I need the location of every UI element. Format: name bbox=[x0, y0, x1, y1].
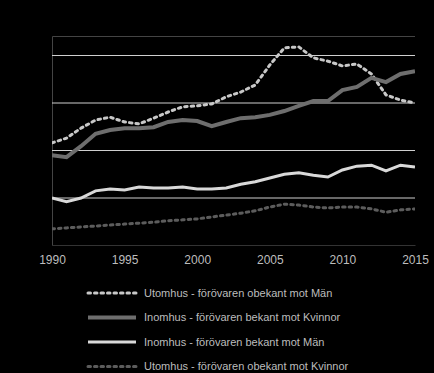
legend-label: Inomhus - förövaren bekant mot Kvinnor bbox=[144, 311, 341, 323]
x-axis-line bbox=[53, 245, 416, 246]
background bbox=[0, 0, 434, 373]
legend-swatch bbox=[88, 365, 136, 368]
x-tick-label: 2005 bbox=[257, 253, 284, 267]
series-line bbox=[52, 47, 415, 143]
grid-line bbox=[52, 198, 415, 199]
x-tick: 2005 bbox=[257, 245, 284, 267]
chart: 1990 1995 2000 2005 2010 2015 Utomhus - föröva… bbox=[0, 0, 434, 373]
x-tick-label: 2000 bbox=[184, 253, 211, 267]
legend-label: Inomhus - förövaren bekant mot Män bbox=[144, 336, 324, 348]
x-tick: 2010 bbox=[330, 245, 357, 267]
legend-label: Utomhus - förövaren obekant mot Män bbox=[144, 287, 332, 299]
series-line bbox=[52, 165, 415, 202]
x-tick: 1990 bbox=[39, 245, 66, 267]
legend-item: Inomhus - förövaren bekant mot Män bbox=[88, 336, 324, 348]
x-tick-label: 1995 bbox=[112, 253, 139, 267]
y-tick bbox=[52, 150, 415, 151]
legend-swatch bbox=[88, 292, 136, 295]
y-axis-line bbox=[53, 37, 416, 246]
y-tick bbox=[52, 55, 415, 56]
grid-line bbox=[52, 150, 415, 151]
x-tick: 1995 bbox=[112, 245, 139, 267]
grid-line bbox=[52, 103, 415, 104]
legend: Utomhus - förövaren obekant mot Män Inomh… bbox=[88, 287, 349, 373]
x-tick-label: 2015 bbox=[402, 253, 429, 267]
series-line bbox=[52, 71, 415, 157]
plot-area bbox=[52, 47, 415, 229]
y-tick bbox=[52, 103, 415, 104]
x-axis: 1990 1995 2000 2005 2010 2015 bbox=[39, 245, 429, 267]
legend-item: Utomhus - förövaren obekant mot Kvinnor bbox=[88, 360, 349, 372]
x-tick: 2015 bbox=[402, 245, 429, 267]
legend-swatch bbox=[88, 341, 136, 344]
legend-item: Utomhus - förövaren obekant mot Män bbox=[88, 287, 332, 299]
x-tick: 2000 bbox=[184, 245, 211, 267]
legend-swatch bbox=[88, 316, 136, 320]
y-tick bbox=[52, 198, 415, 199]
grid-line bbox=[52, 55, 415, 56]
legend-item: Inomhus - förövaren bekant mot Kvinnor bbox=[88, 311, 341, 323]
x-tick-label: 2010 bbox=[330, 253, 357, 267]
legend-label: Utomhus - förövaren obekant mot Kvinnor bbox=[144, 360, 349, 372]
x-tick-label: 1990 bbox=[39, 253, 66, 267]
series-line bbox=[52, 204, 415, 229]
y-axis bbox=[52, 37, 415, 246]
